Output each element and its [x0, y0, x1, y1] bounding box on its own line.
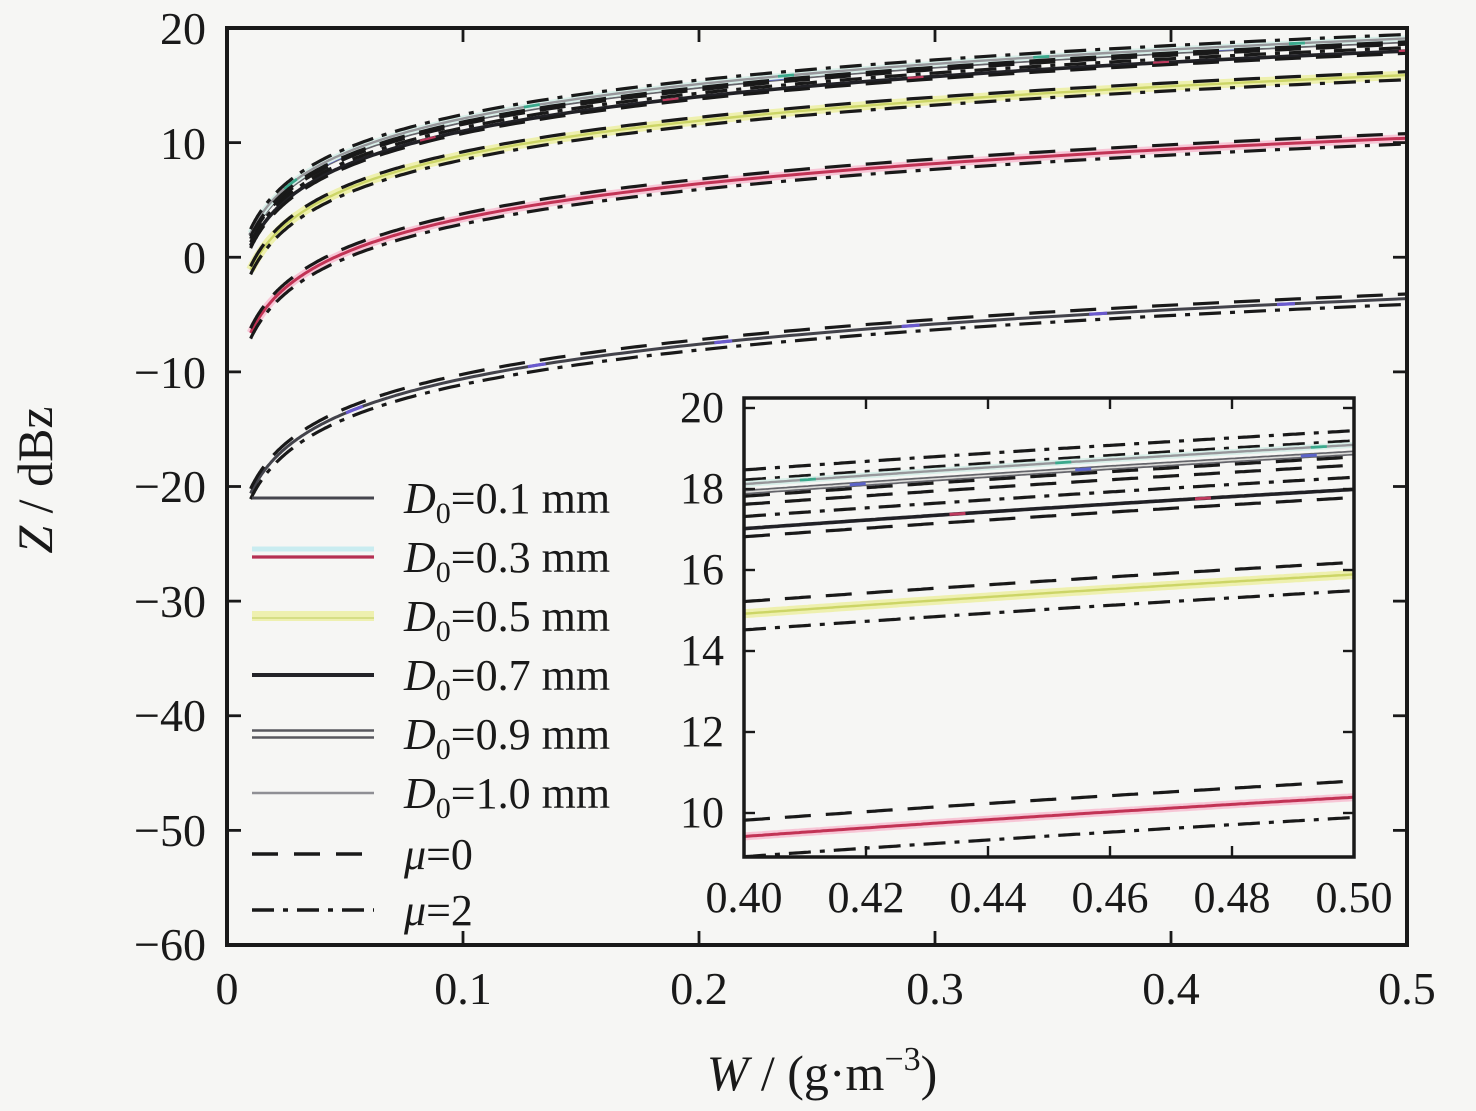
- inset-background: [744, 398, 1354, 857]
- curve-mu0-d0-0.9: [249, 42, 1407, 240]
- curve-mu2-d0-0.7: [249, 46, 1407, 244]
- inset-x-tick-label: 0.40: [706, 873, 783, 922]
- legend-item: D0=0.5 mm: [252, 592, 610, 648]
- curve-solid-d0-1: [249, 37, 1407, 234]
- curve-solid-d0-0.5: [744, 573, 1354, 615]
- x-tick-label: 0.5: [1378, 963, 1436, 1014]
- curve-mu2-d0-1: [249, 32, 1407, 230]
- curve-mu0-d0-0.5: [249, 70, 1407, 268]
- x-tick-label: 0.3: [906, 963, 964, 1014]
- x-tick-label: 0.1: [434, 963, 492, 1014]
- y-tick-label: 0: [183, 232, 206, 283]
- legend-item: D0=1.0 mm: [252, 769, 610, 825]
- curve-mu2-d0-0.5: [744, 589, 1354, 632]
- curve-solid-d0-0.1: [249, 297, 1407, 495]
- curve-mu0-d0-0.5: [744, 560, 1354, 604]
- y-tick-label: −60: [134, 919, 206, 970]
- curve-mu2-d0-0.7: [744, 475, 1354, 519]
- inset-x-tick-label: 0.48: [1194, 873, 1271, 922]
- curve-mu2-d0-0.5: [249, 78, 1407, 276]
- inset-x-tick-label: 0.46: [1072, 873, 1149, 922]
- legend-label: D0=0.7 mm: [403, 651, 610, 707]
- curve-mu0-d0-1: [744, 455, 1354, 498]
- inset-y-tick-label: 10: [680, 788, 724, 837]
- legend-label: D0=0.3 mm: [403, 533, 610, 589]
- inset-y-tick-label: 18: [680, 464, 724, 513]
- inset-x-tick-label: 0.50: [1316, 873, 1393, 922]
- legend-label: μ=2: [403, 886, 473, 935]
- legend-item: D0=0.9 mm: [252, 710, 610, 766]
- legend-label: D0=0.5 mm: [403, 592, 610, 648]
- legend-label: μ=0: [403, 830, 473, 879]
- y-tick-label: −10: [134, 347, 206, 398]
- y-tick-label: 10: [160, 118, 206, 169]
- main-curves: [246, 32, 1407, 500]
- x-tick-label: 0.2: [670, 963, 728, 1014]
- y-axis-label: Z / dBz: [7, 406, 63, 553]
- inset-frame: [742, 396, 1356, 859]
- y-tick-label: −40: [134, 690, 206, 741]
- inset-y-tick-label: 20: [680, 383, 724, 432]
- curve-solid-d0-0.7: [744, 487, 1354, 531]
- y-tick-label: 20: [160, 3, 206, 54]
- inset-y-tick-label: 16: [680, 545, 724, 594]
- legend-label: D0=0.9 mm: [403, 710, 610, 766]
- x-tick-label: 0: [216, 963, 239, 1014]
- curve-core-d0-0.9: [744, 452, 1354, 493]
- y-tick-label: −30: [134, 576, 206, 627]
- inset-y-tick-label: 14: [680, 626, 724, 675]
- curve-mu2-d0-0.3: [249, 142, 1407, 340]
- legend-item: D0=0.7 mm: [252, 651, 610, 707]
- curve-mu0-d0-0.3: [249, 132, 1407, 330]
- legend-label: D0=1.0 mm: [403, 769, 610, 825]
- curve-mu0-d0-0.1: [249, 292, 1407, 490]
- legend-item: D0=0.3 mm: [252, 533, 610, 589]
- inset-curves: [744, 429, 1354, 857]
- y-tick-label: −20: [134, 461, 206, 512]
- legend-item: μ=0: [252, 830, 473, 879]
- inset-x-tick-label: 0.44: [950, 873, 1027, 922]
- curve-solid-d0-0.7: [248, 49, 1407, 247]
- x-tick-label: 0.4: [1142, 963, 1200, 1014]
- inset-x-tick-label: 0.42: [828, 873, 905, 922]
- legend-label: D0=0.1 mm: [403, 474, 610, 530]
- legend-item: μ=2: [252, 886, 473, 935]
- curve-mu0-d0-0.9: [744, 463, 1354, 506]
- curve-mu0-d0-0.3: [744, 779, 1354, 822]
- curve-mu0-d0-1: [249, 40, 1407, 238]
- main-plot-frame: [225, 26, 1409, 947]
- curve-solid-d0-0.3: [249, 136, 1407, 334]
- curve-solid-d0-0.3: [744, 795, 1354, 838]
- curve-solid-d0-1: [744, 443, 1354, 486]
- curve-mu2-d0-0.3: [744, 815, 1354, 857]
- curve-mu2-d0-1: [744, 429, 1354, 472]
- y-tick-label: −50: [134, 805, 206, 856]
- curve-mu2-d0-0.1: [249, 302, 1407, 500]
- curve-solid-d0-0.5: [249, 73, 1407, 271]
- curve-mu0-d0-0.7: [249, 51, 1407, 249]
- inset-y-tick-label: 12: [680, 707, 724, 756]
- curve-mu2-d0-0.9: [744, 439, 1354, 482]
- curve-mu0-d0-0.7: [744, 495, 1354, 539]
- legend-item: D0=0.1 mm: [252, 474, 610, 530]
- x-axis-label: W / (g·m−3): [707, 1041, 938, 1101]
